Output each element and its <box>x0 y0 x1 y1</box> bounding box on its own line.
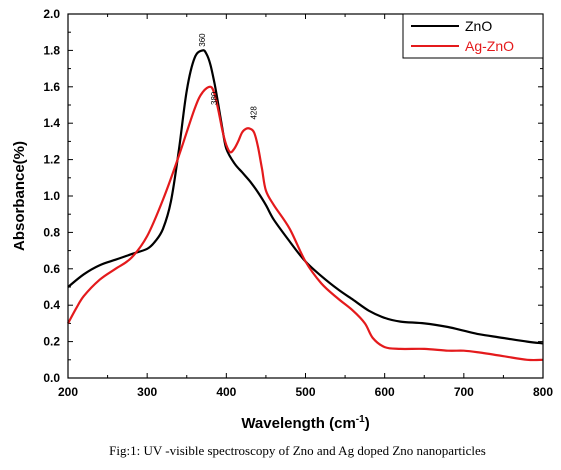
y-tick-label: 1.2 <box>43 153 60 167</box>
peak-label: 360 <box>198 33 207 47</box>
plot-frame <box>67 13 544 379</box>
series-line-zno <box>67 49 544 345</box>
y-tick-label: 0.0 <box>43 371 60 385</box>
y-tick-label: 0.4 <box>43 298 60 312</box>
series-layer <box>67 49 544 362</box>
x-tick-label: 300 <box>137 385 157 399</box>
peak-label: 380 <box>210 91 219 105</box>
x-tick-label: 700 <box>454 385 474 399</box>
legend-label-ag-zno: Ag-ZnO <box>465 38 514 54</box>
legend-box <box>402 13 544 59</box>
x-axis-title-main: Wavelength (cm <box>241 415 355 432</box>
figure-caption: Fig:1: UV -visible spectroscopy of Zno a… <box>109 443 486 458</box>
y-tick-label: 1.4 <box>43 116 60 130</box>
ticks-layer: 200 300 400 500 600 700 800 0.0 0.2 0.4 0.6 0.8 1.0 1… <box>43 7 553 399</box>
y-tick-label: 1.6 <box>43 80 60 94</box>
x-tick-label: 400 <box>216 385 236 399</box>
annotations-layer: 360 380 428 <box>198 33 258 120</box>
y-tick-label: 0.8 <box>43 225 60 239</box>
x-axis-title: Wavelength (cm-1) <box>241 414 369 432</box>
x-tick-label: 600 <box>375 385 395 399</box>
y-tick-label: 1.8 <box>43 43 60 57</box>
x-tick-label: 200 <box>58 385 78 399</box>
y-tick-label: 1.0 <box>43 189 60 203</box>
y-tick-label: 0.6 <box>43 262 60 276</box>
x-tick-label: 800 <box>533 385 553 399</box>
x-tick-label: 500 <box>295 385 315 399</box>
series-line-ag-zno <box>67 85 544 362</box>
legend: ZnO Ag-ZnO <box>402 13 544 59</box>
y-tick-label: 2.0 <box>43 7 60 21</box>
x-axis-title-close: ) <box>365 415 370 432</box>
chart-area: 200 300 400 500 600 700 800 0.0 0.2 0.4 0.6 0.8 1.0 1… <box>11 7 553 432</box>
y-tick-label: 0.2 <box>43 335 60 349</box>
legend-label-zno: ZnO <box>465 18 492 34</box>
x-axis-title-superscript: -1 <box>356 414 365 425</box>
y-axis-title: Absorbance(%) <box>11 141 28 251</box>
peak-label: 428 <box>249 106 258 120</box>
